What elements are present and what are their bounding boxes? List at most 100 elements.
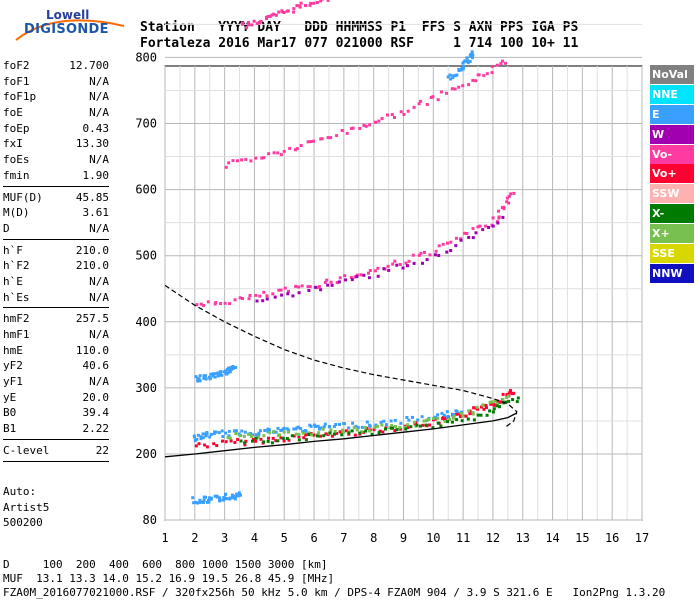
plot-traces (191, 0, 520, 505)
x-tick-label: 11 (456, 531, 470, 545)
trace-point (329, 136, 333, 140)
trace-point (467, 235, 471, 239)
trace-point (323, 280, 327, 284)
trace-point (304, 433, 308, 437)
trace-point (216, 374, 220, 378)
trace-point (230, 367, 234, 371)
trace-point (349, 275, 353, 279)
trace-point (349, 127, 353, 131)
trace-point (236, 438, 240, 442)
trace-point (354, 424, 358, 428)
trace-point (347, 431, 351, 435)
trace-point (207, 500, 211, 504)
trace-point (262, 440, 266, 444)
trace-point (224, 431, 228, 435)
trace-point (234, 432, 238, 436)
profile-solid-line (164, 412, 518, 458)
trace-point (198, 374, 202, 378)
trace-point (213, 494, 217, 498)
trace-point (285, 437, 289, 440)
param-value: 20.0 (82, 390, 110, 404)
trace-point (446, 414, 450, 418)
trace-point (412, 420, 416, 424)
trace-point (407, 418, 411, 422)
trace-point (335, 134, 339, 138)
digisonde-logo: Lowell DIGISONDE (14, 8, 134, 48)
trace-point (499, 62, 503, 66)
param-value: 110.0 (75, 343, 109, 357)
trace-point (353, 275, 357, 279)
trace-point (285, 427, 289, 431)
trace-point (507, 194, 511, 198)
trace-point (286, 292, 290, 296)
trace-point (316, 434, 319, 438)
trace-point (368, 424, 372, 428)
trace-point (224, 372, 228, 376)
trace-point (194, 500, 198, 504)
trace-point (266, 430, 270, 434)
trace-point (399, 110, 403, 114)
trace-point (280, 293, 284, 297)
legend-item: W (650, 124, 694, 144)
trace-point (445, 410, 449, 414)
trace-point (466, 61, 470, 65)
trace-point (310, 433, 313, 437)
trace-point (299, 144, 303, 147)
y-tick-label: 80 (143, 513, 157, 527)
trace-point (238, 434, 242, 438)
trace-point (358, 431, 362, 435)
plot-grid (164, 23, 643, 521)
trace-point (206, 300, 210, 304)
trace-point (272, 430, 276, 433)
trace-point (312, 139, 316, 143)
trace-point (197, 377, 201, 381)
trace-point (218, 498, 222, 502)
y-tick-label: 300 (135, 381, 157, 395)
trace-point (490, 64, 494, 68)
trace-point (221, 435, 225, 438)
trace-point (223, 497, 227, 501)
x-tick-label: 17 (635, 531, 649, 545)
trace-point (376, 266, 380, 270)
trace-point (365, 420, 369, 424)
trace-point (268, 431, 272, 435)
trace-point (247, 297, 251, 301)
trace-point (199, 435, 203, 439)
param-row: M(D) 3.61 (3, 205, 109, 221)
trace-point (472, 418, 476, 422)
trace-point (268, 14, 272, 18)
param-key: yE (3, 390, 17, 404)
trace-point (360, 430, 364, 434)
trace-point (332, 425, 336, 428)
trace-point (202, 376, 206, 380)
x-tick-label: 3 (221, 531, 228, 545)
footer-muf: MUF 13.1 13.3 14.0 15.2 16.9 19.5 26.8 4… (3, 572, 335, 585)
trace-point (485, 406, 488, 410)
trace-point (220, 429, 224, 433)
param-value: N/A (89, 290, 109, 304)
trace-point (431, 426, 435, 430)
trace-point (254, 293, 258, 297)
trace-point (247, 23, 251, 27)
param-row: yF1 N/A (3, 374, 109, 390)
x-tick-label: 2 (191, 531, 198, 545)
trace-point (441, 416, 445, 419)
param-row: C-level 22 (3, 443, 109, 459)
trace-point (351, 126, 355, 130)
x-tick-label: 14 (545, 531, 559, 545)
trace-point (454, 244, 458, 248)
trace-point (455, 418, 459, 422)
trace-point (499, 400, 503, 404)
trace-point (507, 391, 511, 395)
param-key: foF2 (3, 59, 30, 72)
trace-point (214, 372, 217, 376)
trace-point (308, 285, 312, 289)
trace-point (445, 250, 449, 254)
trace-point (461, 67, 465, 71)
trace-point (402, 113, 406, 116)
x-tick-label: 8 (370, 531, 377, 545)
param-row: B1 2.22 (3, 421, 109, 437)
trace-point (271, 292, 275, 296)
trace-point (245, 26, 249, 30)
param-value: N/A (89, 153, 109, 167)
